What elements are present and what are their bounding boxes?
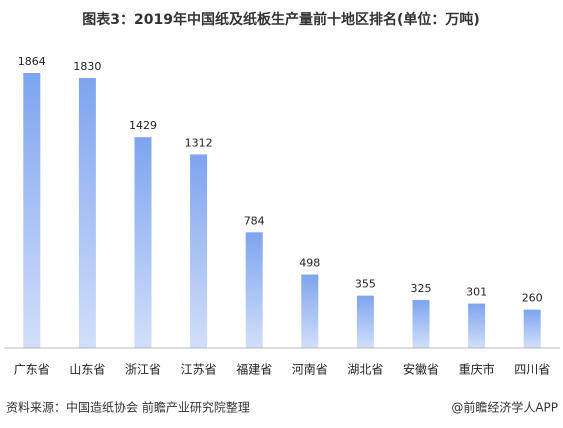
x-tick-label: 山东省 [69, 363, 105, 377]
credit: @前瞻经济学人APP [451, 400, 558, 415]
x-tick-label: 广东省 [14, 363, 50, 377]
x-tick-label: 安徽省 [403, 362, 439, 377]
value-label: 325 [411, 282, 432, 295]
x-tick-label: 江苏省 [181, 363, 217, 377]
x-tick-label: 湖北省 [347, 362, 383, 377]
value-label: 1312 [185, 136, 213, 149]
bar [134, 137, 152, 348]
value-label: 301 [466, 286, 487, 299]
value-label: 355 [355, 278, 376, 291]
value-label: 1830 [73, 60, 101, 73]
bar [245, 232, 263, 348]
x-tick-label: 浙江省 [125, 363, 161, 377]
chart-title: 图表3：2019年中国纸及纸板生产量前十地区排名(单位：万吨) [82, 11, 480, 28]
x-tick-label: 河南省 [292, 362, 328, 377]
x-tick-label: 重庆市 [459, 362, 495, 377]
x-tick-label: 福建省 [236, 362, 272, 377]
bar [523, 309, 541, 348]
bar [356, 295, 374, 348]
value-label: 1864 [18, 55, 46, 68]
bar [190, 154, 208, 348]
bar [23, 73, 41, 348]
x-tick-label: 四川省 [514, 363, 550, 377]
value-label: 784 [244, 214, 265, 227]
value-label: 1429 [129, 119, 157, 132]
source: 资料来源：中国造纸协会 前瞻产业研究院整理 [6, 400, 250, 415]
bar [468, 303, 486, 348]
bar [412, 300, 430, 348]
bar [301, 274, 319, 348]
value-label: 260 [522, 292, 543, 305]
bar [78, 78, 96, 348]
value-label: 498 [299, 257, 320, 270]
